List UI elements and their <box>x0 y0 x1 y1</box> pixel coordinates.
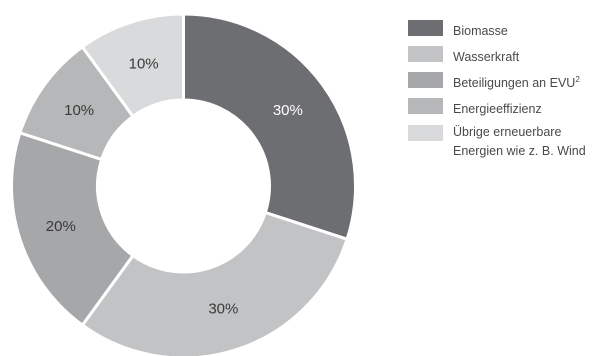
legend: Biomasse Wasserkraft Beteiligungen an EV… <box>408 20 586 166</box>
legend-swatch-beteiligungen <box>408 72 443 89</box>
slice-wasserkraft <box>80 210 349 356</box>
legend-item-uebrige: Übrige erneuerbare Energien wie z. B. Wi… <box>408 124 586 159</box>
legend-swatch-biomasse <box>408 20 443 36</box>
legend-label-energieeffizienz: Energieeffizienz <box>453 102 542 117</box>
slice-label-energieeffizienz: 10% <box>64 102 94 119</box>
slice-label-wasserkraft: 30% <box>208 301 238 318</box>
legend-item-energieeffizienz: Energieeffizienz <box>408 98 586 117</box>
slice-biomasse <box>182 12 357 242</box>
slice-label-uebrige: 10% <box>129 55 159 72</box>
legend-item-wasserkraft: Wasserkraft <box>408 46 586 65</box>
legend-item-beteiligungen: Beteiligungen an EVU2 <box>408 72 586 91</box>
legend-swatch-energieeffizienz <box>408 98 443 115</box>
legend-label-biomasse: Biomasse <box>453 24 508 39</box>
donut-chart: 30% 30% 20% 10% 10% <box>10 12 357 356</box>
legend-label-uebrige: Übrige erneuerbare Energien wie z. B. Wi… <box>453 124 586 158</box>
legend-item-biomasse: Biomasse <box>408 20 586 39</box>
slice-label-biomasse: 30% <box>273 102 303 119</box>
legend-label-wasserkraft: Wasserkraft <box>453 50 520 65</box>
legend-swatch-uebrige <box>408 124 443 141</box>
slice-label-beteiligungen: 20% <box>46 218 76 235</box>
slice-beteiligungen <box>10 130 136 328</box>
legend-swatch-wasserkraft <box>408 46 443 63</box>
legend-label-beteiligungen: Beteiligungen an EVU2 <box>453 75 580 91</box>
slice-uebrige <box>80 12 185 119</box>
